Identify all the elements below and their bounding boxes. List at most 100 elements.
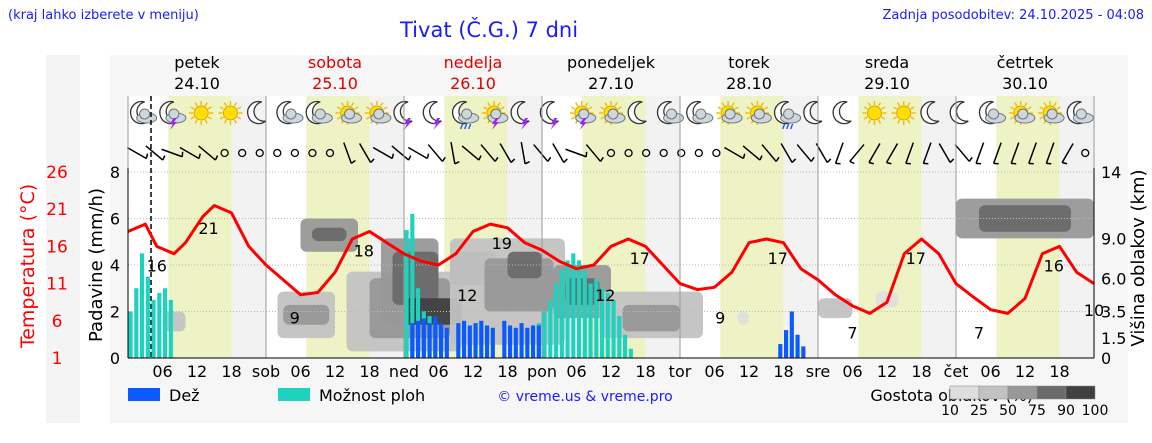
sun-cloud-storm-icon (569, 101, 597, 130)
temperature-label: 7 (847, 323, 857, 342)
cloud-height-tick-label: 0 (1101, 349, 1111, 368)
wind-calm-icon (712, 148, 721, 158)
rain-bar (784, 330, 789, 358)
density-step-label: 25 (970, 403, 988, 419)
wind-arrow-icon (358, 143, 372, 163)
temperature-label: 19 (492, 234, 512, 253)
sun-ray (760, 102, 765, 107)
wind-barb-icon (370, 158, 375, 164)
moon-shape (832, 100, 852, 125)
precip-tick-label: 6 (110, 210, 120, 229)
shower-bar (600, 288, 605, 358)
rain-bar (519, 323, 524, 358)
sun-ray (219, 116, 224, 120)
wind-arrow-icon (145, 145, 164, 161)
wind-arrow-icon (161, 148, 183, 158)
hour-tick-label: 12 (463, 362, 483, 381)
wind-barb-icon (426, 153, 430, 159)
precip-tick-label: 4 (110, 256, 120, 275)
wind-barb-icon (968, 156, 973, 162)
wind-barb-icon (198, 153, 201, 159)
shower-bar (140, 253, 145, 358)
shower-bar (611, 299, 616, 358)
cloud-density-block (737, 311, 749, 325)
sun-ray (1010, 116, 1015, 120)
moon-cloud-rain-icon (773, 100, 802, 130)
day-date-label: 24.10 (174, 74, 220, 93)
wind-arrow-icon (480, 144, 496, 162)
cloud-puff (168, 108, 180, 120)
cloud-puff (1046, 108, 1058, 120)
sun-ray (750, 102, 755, 107)
sun-ray (483, 116, 488, 120)
cloud-puff (695, 108, 707, 120)
wind-arrow-icon (552, 143, 565, 163)
wind-arrow-icon (868, 143, 881, 163)
wind-arrow-icon (461, 145, 480, 161)
sun-ray (483, 106, 488, 110)
night-band (783, 96, 818, 358)
moon-icon (247, 100, 267, 125)
raindrop (789, 123, 794, 130)
shower-bar (623, 334, 628, 358)
night-band (231, 96, 266, 358)
wind-arrow-icon (391, 145, 410, 161)
wind-calm-icon (308, 148, 317, 158)
precip-tick-label: 0 (110, 349, 120, 368)
cloud-puff (373, 108, 385, 120)
shower-bar (617, 316, 622, 358)
temperature-label: 16 (1044, 256, 1064, 275)
wind-arrow-icon (742, 145, 761, 161)
cloud-height-tick-label: 3.5 (1101, 303, 1126, 322)
sun-ray (585, 102, 589, 107)
sun-ray (877, 119, 882, 124)
sun-ray (746, 116, 751, 120)
hour-tick-label: 06 (842, 362, 862, 381)
hour-tick-label: 12 (877, 362, 897, 381)
sun-ray (233, 102, 238, 107)
wind-barb-icon (1061, 161, 1068, 165)
sun-ray (1039, 116, 1044, 120)
left-axis-panel (46, 55, 80, 423)
day-date-label: 28.10 (726, 74, 772, 93)
sun-ray (207, 116, 212, 120)
day-name-label: nedelja (444, 53, 503, 72)
sun-ray (194, 119, 198, 124)
cloud-height-tick-label: 9.0 (1101, 229, 1126, 248)
sun-ray (881, 106, 886, 110)
hour-tick-label: 18 (359, 362, 379, 381)
sun-ray (366, 106, 371, 110)
hour-tick-label: 06 (152, 362, 172, 381)
sun-icon (891, 101, 916, 125)
shower-bar (157, 292, 162, 358)
wind-barb-icon (775, 156, 780, 162)
density-step-label: 100 (1082, 403, 1109, 419)
wind-arrow-icon (975, 142, 985, 164)
location-hint-link[interactable]: (kraj lahko izberete v meniju) (8, 8, 199, 23)
moon-shape (627, 100, 647, 125)
wind-calm-icon (694, 148, 703, 158)
shower-bar (134, 288, 139, 358)
raindrop (785, 123, 790, 130)
daylight-band (720, 96, 784, 358)
wind-barb-icon (391, 153, 395, 159)
sun-ray (910, 106, 915, 110)
shower-bar (559, 269, 564, 358)
sun-ray (223, 119, 228, 124)
sun-disc (193, 105, 209, 121)
sun-cloud-icon (364, 101, 392, 125)
density-swatch (1036, 385, 1067, 400)
rain-bar (479, 320, 484, 358)
credit-link[interactable]: © vreme.us & vreme.pro (497, 389, 672, 405)
shower-bar (410, 213, 415, 358)
sun-ray (1010, 106, 1015, 110)
cloud-puff (314, 108, 326, 120)
sun-icon (189, 101, 214, 125)
sun-icon (218, 101, 243, 125)
day-abbrev-label: pon (527, 362, 557, 381)
hour-tick-label: 12 (601, 362, 621, 381)
moon-cloud-icon (656, 100, 685, 125)
rain-bar (462, 320, 467, 358)
shower-bar (145, 276, 150, 358)
wind-arrow-icon (343, 142, 353, 164)
